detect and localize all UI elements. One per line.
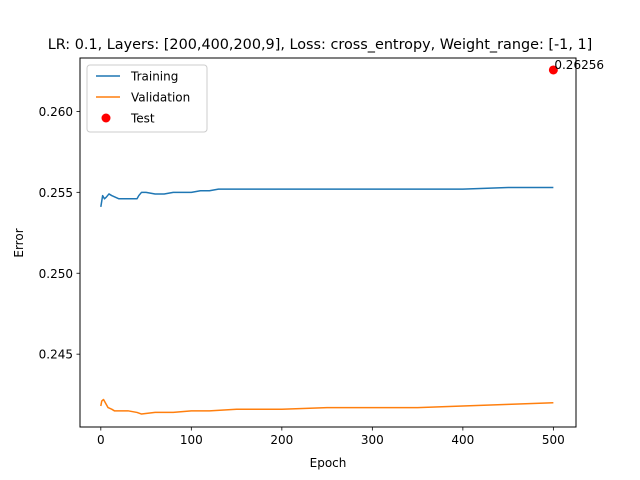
plot-frame bbox=[79, 57, 577, 428]
y-axis: 0.245 0.250 0.255 0.260 bbox=[39, 105, 80, 362]
legend-marker-test bbox=[101, 113, 111, 123]
x-tick-label: 0 bbox=[97, 433, 105, 447]
legend-label-training: Training bbox=[130, 70, 178, 84]
y-tick-label: 0.250 bbox=[39, 267, 73, 281]
x-tick-label: 400 bbox=[451, 433, 474, 447]
x-tick-label: 100 bbox=[180, 433, 203, 447]
x-tick-label: 300 bbox=[361, 433, 384, 447]
test-point bbox=[548, 65, 558, 75]
x-axis-label: Epoch bbox=[310, 456, 347, 470]
y-axis-label: Error bbox=[12, 228, 26, 257]
y-tick-label: 0.245 bbox=[39, 348, 73, 362]
legend: Training Validation Test bbox=[86, 64, 208, 133]
series-layer bbox=[100, 65, 558, 415]
x-tick-label: 200 bbox=[270, 433, 293, 447]
legend-label-test: Test bbox=[130, 112, 155, 126]
legend-label-validation: Validation bbox=[131, 91, 190, 105]
validation-line bbox=[100, 398, 554, 415]
legend-box bbox=[86, 64, 208, 133]
y-tick-label: 0.260 bbox=[39, 105, 73, 119]
training-line bbox=[100, 186, 554, 208]
test-value-annotation: 0.26256 bbox=[554, 58, 604, 72]
y-tick-label: 0.255 bbox=[39, 186, 73, 200]
x-tick-label: 500 bbox=[542, 433, 565, 447]
annotations: 0.26256 bbox=[554, 58, 604, 72]
x-axis: 0 100 200 300 400 500 bbox=[97, 427, 565, 447]
chart-title: LR: 0.1, Layers: [200,400,200,9], Loss: … bbox=[48, 37, 593, 53]
